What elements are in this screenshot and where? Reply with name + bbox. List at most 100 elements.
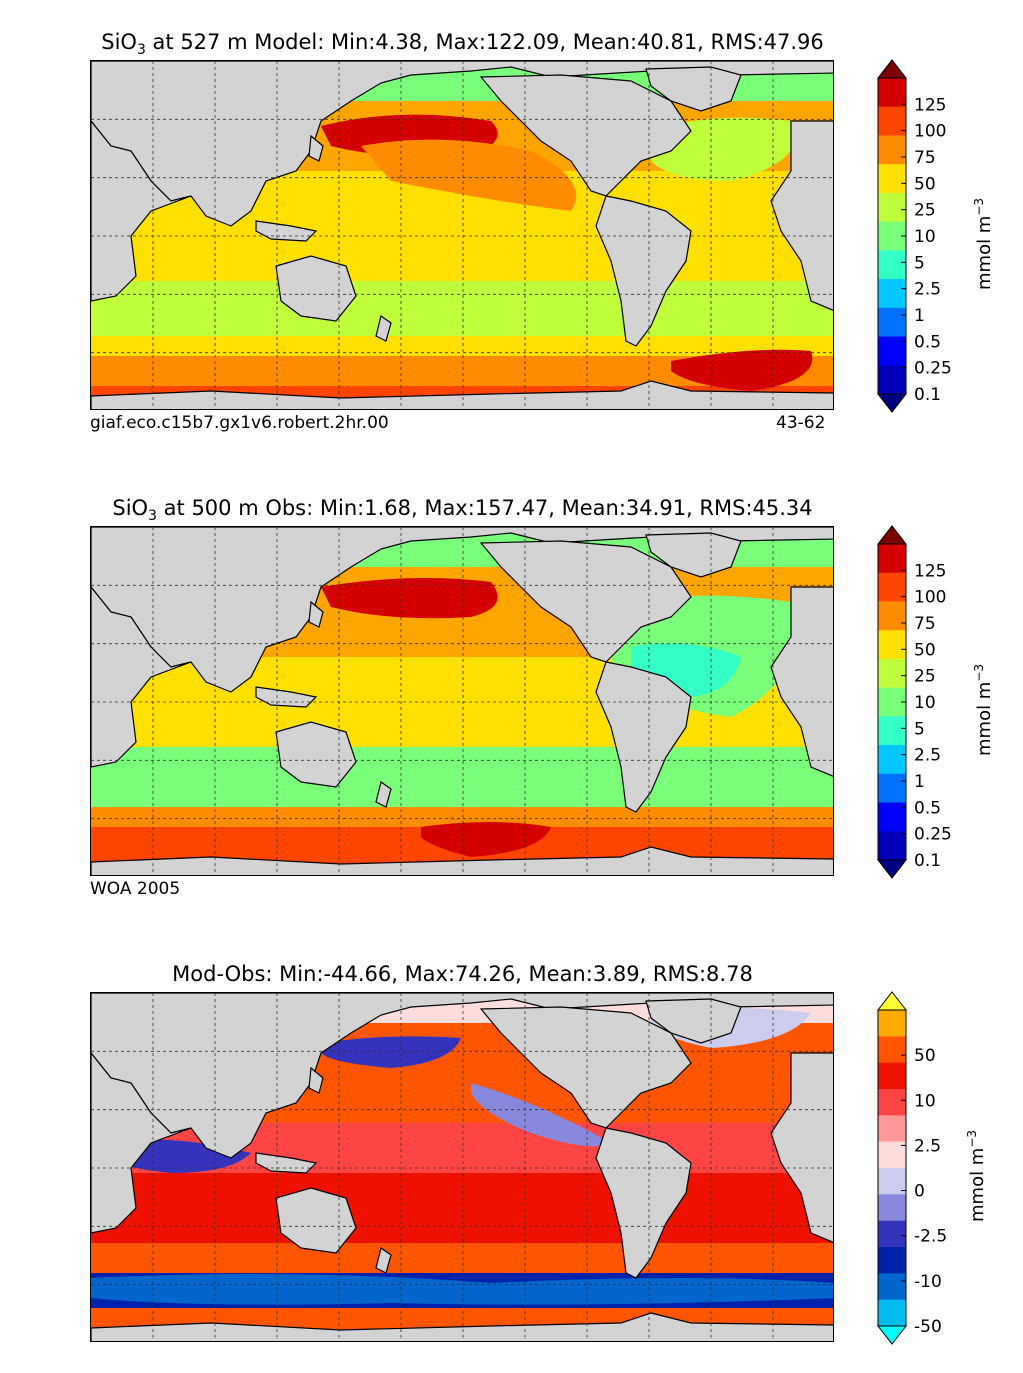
colorbar-tick-label: 0.1 [914, 851, 941, 871]
colorbar-tick-label: 25 [914, 667, 936, 687]
colorbar-segment [878, 1089, 906, 1116]
map-plot-area [90, 60, 834, 410]
continents [91, 993, 833, 1341]
land-australia [275, 255, 357, 322]
colorbar-segment [878, 658, 906, 689]
land-africa [91, 1052, 192, 1234]
land-antarctica [91, 846, 833, 875]
land-japan [308, 1066, 324, 1094]
dataset-label: WOA 2005 [90, 879, 181, 899]
land-antarctica [91, 380, 833, 409]
colorbar-unit-label: mmol m−3 [965, 1129, 988, 1222]
land-north-america [479, 1006, 692, 1129]
colorbar-segment [878, 572, 906, 602]
colorbar-tick-label: 125 [914, 95, 946, 115]
colorbar-tick-label: 5 [914, 253, 925, 273]
colorbar-tick-label: 0.5 [914, 332, 941, 352]
lat-lon-grid [91, 527, 833, 875]
colorbar-segment [878, 831, 906, 861]
colorbar-svg: 125 100 75 50 25 10 5 2.5 1 0.5 0.25 0.1 [876, 59, 952, 413]
colorbar-tick-label: 50 [914, 1046, 936, 1066]
obs-map [91, 527, 833, 875]
model-panel: SiO3 at 527 m Model: Min:4.38, Max:122.0… [0, 0, 1023, 460]
land-japan [308, 600, 324, 628]
colorbar-segment [878, 1036, 906, 1064]
land-south-america [595, 661, 692, 813]
colorbar-segment [878, 544, 906, 574]
colorbar-tick-label: 1 [914, 306, 925, 326]
land-greenland [645, 66, 742, 112]
colorbar-segment [878, 630, 906, 660]
colorbar-segment [878, 773, 906, 804]
colorbar-segment [878, 279, 906, 309]
colorbar-segment [878, 307, 906, 338]
colorbar-segment [878, 1247, 906, 1274]
colorbar-tick-label: 0.25 [914, 359, 952, 379]
colorbar-segment [878, 192, 906, 223]
colorbar: 125 100 75 50 25 10 5 2.5 1 0.5 0.25 0.1 [876, 525, 952, 879]
colorbar-segment [878, 1220, 906, 1248]
colorbar-tick-label: 10 [914, 227, 936, 247]
colorbar-segment [878, 601, 906, 631]
land-australia [275, 721, 357, 788]
colorbar-tick-label: 0.5 [914, 798, 941, 818]
colorbar-extend-max [876, 991, 908, 1011]
model-map [91, 61, 833, 409]
colorbar-extend-min [876, 393, 908, 413]
colorbar-tick-label: 0.1 [914, 385, 941, 405]
colorbar-tick-label: 0 [914, 1182, 925, 1202]
colorbar-tick-label: 2.5 [914, 1136, 941, 1156]
land-nz [375, 1247, 392, 1274]
colorbar-unit-label: mmol m−3 [972, 663, 995, 756]
colorbar-segment [878, 1062, 906, 1090]
colorbar-extend-min [876, 859, 908, 879]
diff-map [91, 993, 833, 1341]
colorbar-segment [878, 250, 906, 280]
land-africa-east [770, 120, 833, 311]
colorbar-tick-label: -2.5 [914, 1227, 947, 1247]
colorbar-svg: 125 100 75 50 25 10 5 2.5 1 0.5 0.25 0.1 [876, 525, 952, 879]
run-id-label: giaf.eco.c15b7.gx1v6.robert.2hr.00 [90, 413, 389, 433]
colorbar-extend-min [876, 1325, 908, 1345]
colorbar-tick-label: 100 [914, 588, 946, 608]
map-plot-area [90, 526, 834, 876]
colorbar-tick-label: 2.5 [914, 280, 941, 300]
panel-title: Mod-Obs: Min:-44.66, Max:74.26, Mean:3.8… [172, 962, 753, 986]
colorbar-tick-label: 100 [914, 122, 946, 142]
land-japan [308, 134, 324, 162]
colorbar: 50 10 2.5 0 -2.5 -10 -50 [876, 991, 947, 1345]
colorbar-extend-max [876, 525, 908, 545]
colorbar-unit-label: mmol m−3 [972, 197, 995, 290]
colorbar-segment [878, 135, 906, 165]
colorbar: 125 100 75 50 25 10 5 2.5 1 0.5 0.25 0.1 [876, 59, 952, 413]
land-nz [375, 781, 392, 808]
land-africa [91, 120, 192, 302]
land-antarctica [91, 1312, 833, 1341]
map-plot-area [90, 992, 834, 1342]
colorbar-segment [878, 78, 906, 108]
colorbar-segment [878, 716, 906, 746]
land-south-america [595, 195, 692, 347]
colorbar-segment [878, 106, 906, 136]
colorbar-extend-max [876, 59, 908, 79]
colorbar-tick-label: -10 [914, 1272, 942, 1292]
land-north-america [479, 540, 692, 663]
diff-panel: Mod-Obs: Min:-44.66, Max:74.26, Mean:3.8… [0, 932, 1023, 1373]
colorbar-segment [878, 1010, 906, 1037]
colorbar-svg: 50 10 2.5 0 -2.5 -10 -50 [876, 991, 947, 1345]
colorbar-tick-label: 75 [914, 614, 936, 634]
colorbar-tick-label: 0.25 [914, 825, 952, 845]
colorbar-tick-label: 1 [914, 772, 925, 792]
colorbar-tick-label: 10 [914, 693, 936, 713]
colorbar-tick-label: 50 [914, 174, 936, 194]
colorbar-segment [878, 164, 906, 194]
obs-panel: SiO3 at 500 m Obs: Min:1.68, Max:157.47,… [0, 466, 1023, 926]
colorbar-tick-label: -50 [914, 1317, 942, 1337]
colorbar-segment [878, 1115, 906, 1143]
lat-lon-grid [91, 61, 833, 409]
land-nz [375, 315, 392, 342]
colorbar-tick-label: 2.5 [914, 746, 941, 766]
panel-title: SiO3 at 500 m Obs: Min:1.68, Max:157.47,… [112, 496, 813, 525]
colorbar-tick-label: 50 [914, 640, 936, 660]
land-australia [275, 1187, 357, 1254]
